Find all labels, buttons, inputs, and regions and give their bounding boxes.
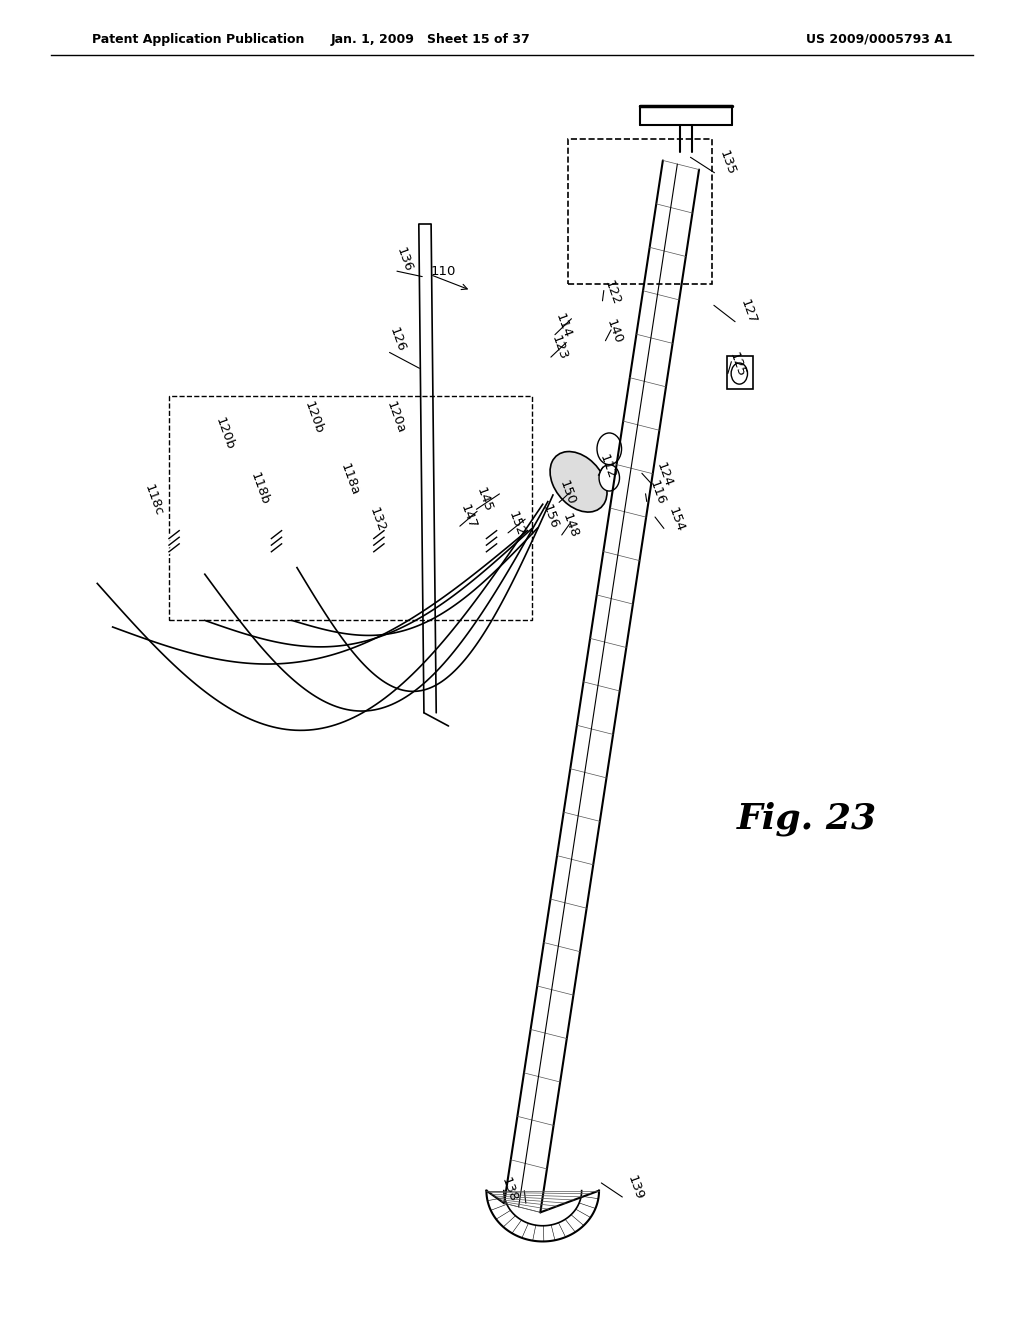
Text: 123: 123 (549, 334, 569, 362)
Text: 140: 140 (604, 318, 625, 346)
Text: 120b: 120b (302, 400, 326, 436)
Text: 118b: 118b (248, 471, 271, 507)
Text: Fig. 23: Fig. 23 (737, 801, 878, 836)
Text: 120a: 120a (384, 400, 408, 436)
Text: 147: 147 (458, 503, 478, 531)
Circle shape (597, 433, 622, 465)
Text: Patent Application Publication: Patent Application Publication (92, 33, 304, 46)
Text: 154: 154 (666, 506, 686, 533)
Text: 118a: 118a (338, 462, 361, 498)
Ellipse shape (550, 451, 607, 512)
Text: 118c: 118c (141, 483, 165, 517)
Text: 138: 138 (499, 1176, 519, 1204)
Text: 132: 132 (367, 506, 387, 533)
Text: Jan. 1, 2009   Sheet 15 of 37: Jan. 1, 2009 Sheet 15 of 37 (330, 33, 530, 46)
Text: 148: 148 (560, 512, 581, 540)
Text: 112: 112 (597, 453, 617, 480)
Text: 116: 116 (647, 479, 668, 507)
Text: 125: 125 (727, 351, 748, 379)
Text: 110: 110 (430, 264, 456, 277)
Text: 150: 150 (557, 479, 578, 507)
Bar (169, 396, 532, 620)
Text: 135: 135 (717, 149, 737, 177)
Circle shape (731, 363, 748, 384)
Bar (568, 139, 712, 284)
Text: 126: 126 (387, 326, 408, 354)
Text: 120b: 120b (213, 416, 237, 451)
Text: 145: 145 (474, 486, 495, 513)
Text: US 2009/0005793 A1: US 2009/0005793 A1 (806, 33, 952, 46)
Text: 124: 124 (653, 461, 674, 488)
Text: 139: 139 (625, 1173, 645, 1201)
Text: 156: 156 (540, 503, 560, 531)
Text: 127: 127 (737, 298, 758, 326)
Bar (727, 356, 753, 389)
Circle shape (599, 465, 620, 491)
Text: 122: 122 (602, 279, 623, 306)
Text: 114: 114 (553, 312, 573, 339)
Text: 136: 136 (394, 246, 415, 273)
Text: 152: 152 (506, 510, 526, 537)
